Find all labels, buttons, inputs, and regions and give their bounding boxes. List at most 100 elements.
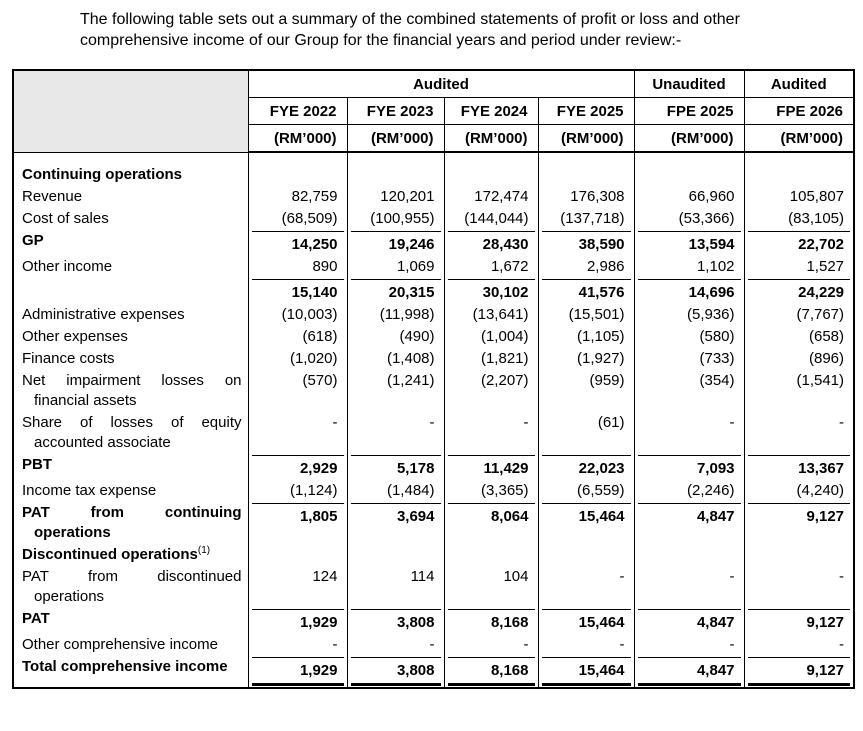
value-text: (1,541) (796, 372, 845, 389)
value-cell: (53,366) (633, 208, 745, 230)
value-text: (1,105) (576, 328, 625, 345)
group-header-row: Audited Unaudited Audited (12, 69, 855, 153)
value-cell (443, 152, 538, 186)
value-text: 22,702 (747, 231, 851, 255)
row-label: GP (22, 232, 44, 249)
column-header: FPE 2025 (633, 97, 745, 125)
row-label-cell: Net impairment losses on financial asset… (13, 370, 248, 412)
value-text: - (429, 414, 435, 431)
row-label-cell: GP (13, 230, 248, 256)
value-text (542, 165, 631, 185)
value-text: 19,246 (350, 231, 441, 255)
value-text: - (332, 636, 338, 653)
row-label-cell: Other comprehensive income (13, 634, 248, 656)
value-text: (53,366) (678, 210, 735, 227)
corner-cell (12, 69, 249, 153)
value-cell: 15,464 (537, 608, 635, 634)
value-cell: - (247, 634, 347, 656)
value-text: (11,998) (379, 306, 435, 323)
value-text: - (523, 636, 529, 653)
value-text (748, 165, 851, 185)
row-label: Share of losses of equity accounted asso… (22, 414, 242, 451)
value-cell: 1,929 (247, 656, 347, 688)
value-text: (4,240) (796, 482, 845, 499)
value-text: (3,365) (480, 482, 529, 499)
value-text: (490) (399, 328, 435, 345)
value-cell: 4,847 (633, 656, 745, 688)
value-cell: (580) (633, 326, 745, 348)
value-cell: (68,509) (247, 208, 347, 230)
value-cell: 2,986 (537, 256, 635, 278)
row-label: Continuing operations (22, 165, 182, 183)
value-cell (633, 544, 745, 566)
value-text: (7,767) (796, 306, 845, 323)
row-label: Discontinued operations(1) (22, 545, 211, 564)
value-cell: 5,178 (346, 454, 444, 480)
unit-header-row: (RM’000) (RM’000) (RM’000) (RM’000) (RM’000)… (13, 124, 855, 153)
value-cell: (11,998) (346, 304, 444, 326)
value-text: 4,847 (637, 657, 741, 686)
value-text: (13,641) (472, 306, 529, 323)
table-row: Other expenses (618) (490) (1,004) (1,105) (5… (13, 326, 855, 348)
value-cell: 11,429 (443, 454, 538, 480)
group-header: Unaudited (633, 69, 745, 98)
value-cell: (1,484) (346, 480, 444, 502)
value-cell: (1,408) (346, 348, 444, 370)
value-cell: 104 (443, 566, 538, 608)
row-label: Administrative expenses (22, 306, 185, 323)
column-header: FYE 2024 (443, 97, 539, 125)
value-text: - (429, 636, 435, 653)
value-text: (570) (302, 372, 338, 389)
value-cell: - (537, 634, 635, 656)
value-cell: (896) (743, 348, 855, 370)
table-row: PBT 2,929 5,178 11,429 22,023 7,093 13,367 (13, 454, 855, 480)
value-cell: - (633, 634, 745, 656)
value-text: 28,430 (447, 231, 535, 255)
table-header: Audited Unaudited Audited FYE 2022 FYE 2023 F… (12, 69, 855, 153)
value-text: 66,960 (688, 188, 735, 205)
value-text: 8,168 (447, 609, 535, 633)
row-label: Net impairment losses on financial asset… (22, 372, 242, 409)
value-text: 9,127 (747, 609, 851, 633)
value-text: 24,229 (747, 279, 851, 303)
row-label: Finance costs (22, 350, 115, 367)
value-cell: (490) (346, 326, 444, 348)
table-row: Other income 890 1,069 1,672 2,986 1,102 1,527 (13, 256, 855, 278)
value-text: 7,093 (637, 455, 741, 479)
value-text: 120,201 (380, 188, 435, 205)
value-text: 22,023 (541, 455, 631, 479)
row-label: Other income (22, 258, 113, 275)
value-text: 124 (312, 568, 338, 585)
value-cell (443, 544, 538, 566)
value-cell: 114 (346, 566, 444, 608)
value-text: (68,509) (281, 210, 338, 227)
value-cell: (100,955) (346, 208, 444, 230)
column-header: FYE 2022 (247, 97, 348, 125)
value-cell: 41,576 (537, 278, 635, 304)
value-cell: 66,960 (633, 186, 745, 208)
value-text: - (729, 414, 735, 431)
value-text: (733) (699, 350, 735, 367)
value-text: 15,464 (541, 657, 631, 686)
value-cell (537, 544, 635, 566)
row-label: PAT (22, 610, 50, 627)
value-text: - (839, 636, 845, 653)
row-label-cell: Finance costs (13, 348, 248, 370)
unit-header: (RM’000) (537, 124, 635, 153)
row-label-cell: Share of losses of equity accounted asso… (13, 412, 248, 454)
value-cell: 4,847 (633, 608, 745, 634)
row-label: Other expenses (22, 328, 128, 345)
value-cell: (15,501) (537, 304, 635, 326)
row-label-cell: Other income (13, 256, 248, 278)
value-cell: - (346, 412, 444, 454)
value-cell (537, 152, 635, 186)
value-cell: 13,367 (743, 454, 855, 480)
value-cell (743, 544, 855, 566)
value-cell: 3,808 (346, 608, 444, 634)
value-text: - (619, 636, 625, 653)
value-text: (2,246) (686, 482, 735, 499)
value-cell: 14,696 (633, 278, 745, 304)
value-cell: (733) (633, 348, 745, 370)
unit-header: (RM’000) (346, 124, 445, 153)
value-cell: 15,140 (247, 278, 347, 304)
